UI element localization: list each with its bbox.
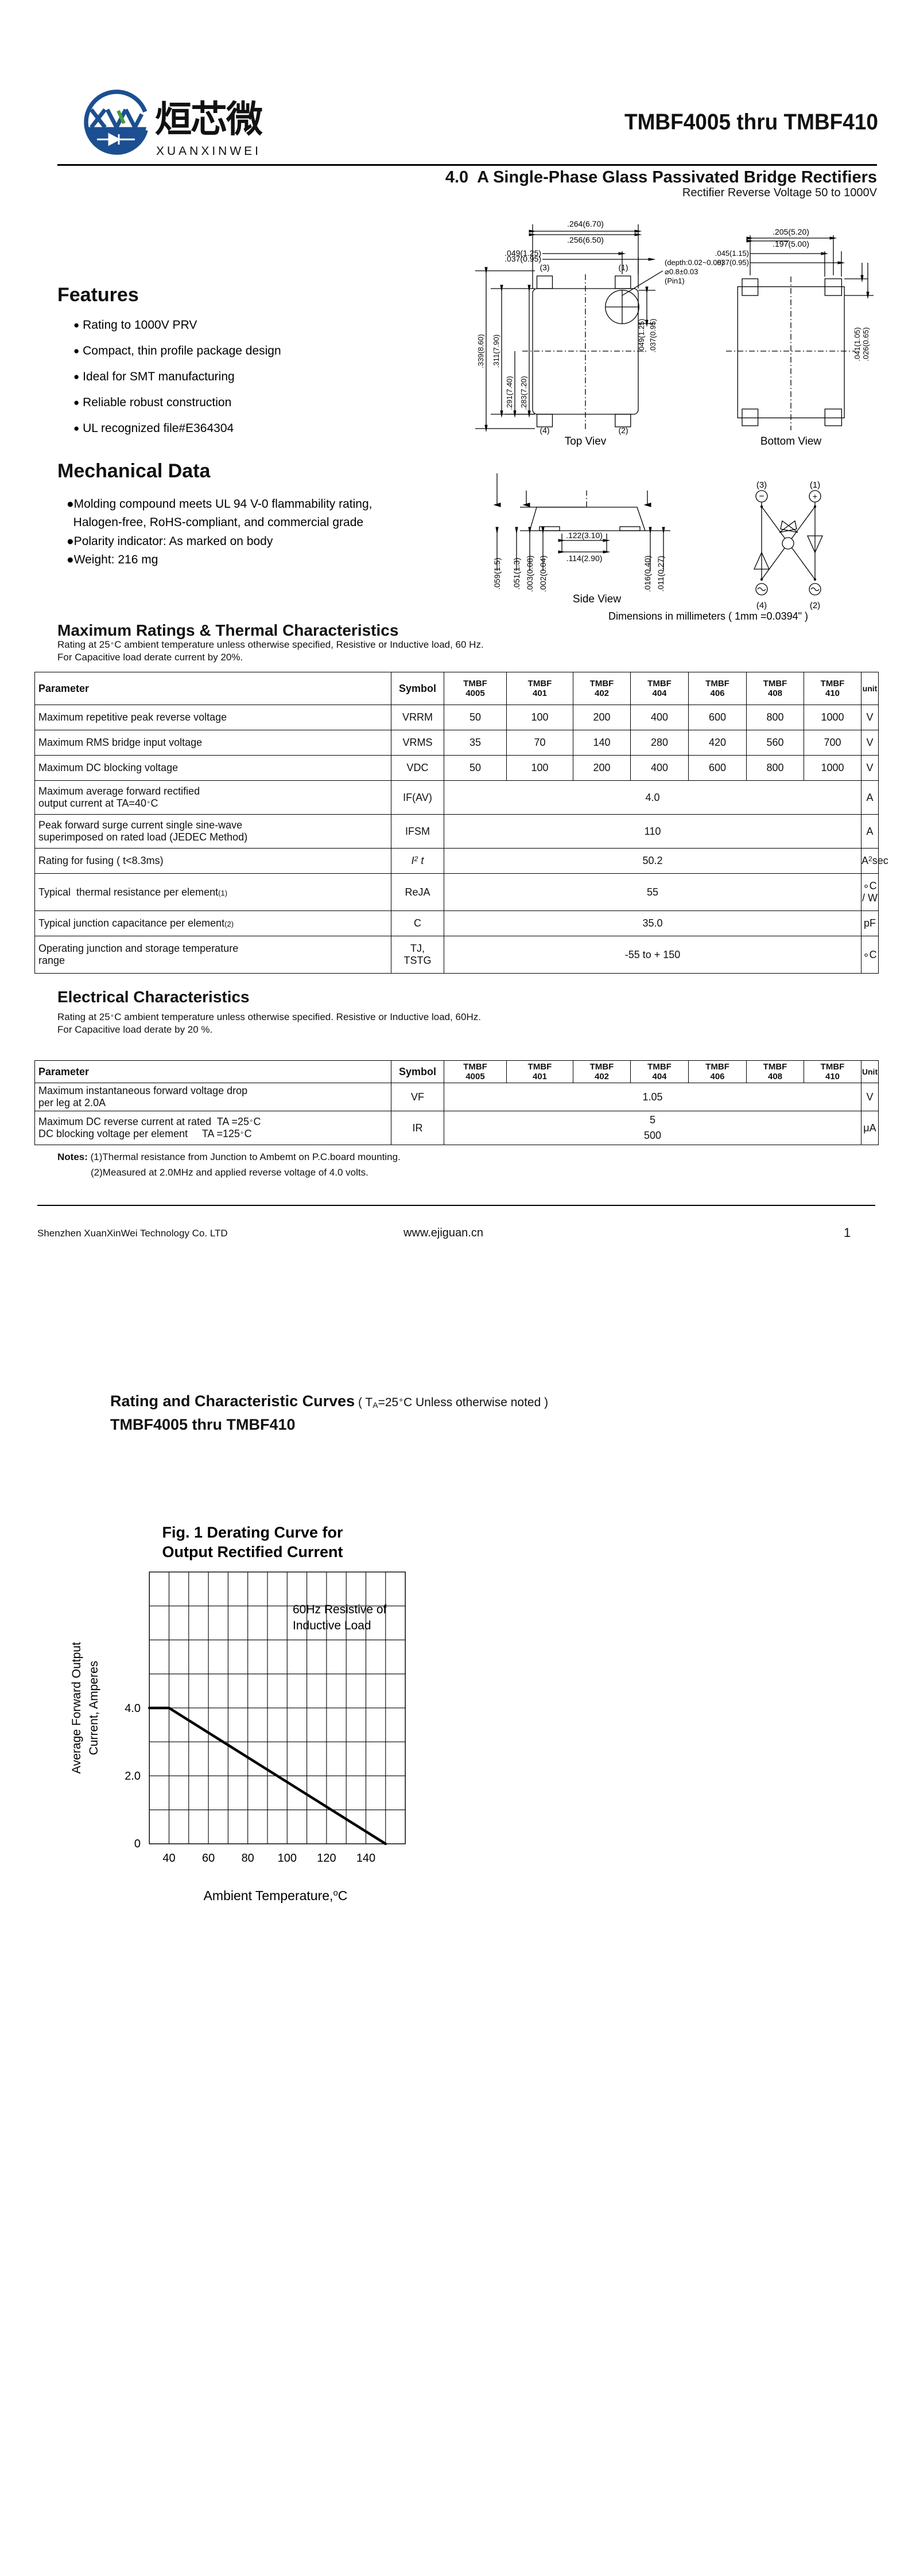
svg-text:.122(3.10): .122(3.10) — [566, 531, 603, 540]
svg-text:Dimensions in millimeters ( 1m: Dimensions in millimeters ( 1mm =0.0394"… — [608, 610, 808, 622]
svg-text:Output Rectified Current: Output Rectified Current — [162, 1543, 343, 1561]
svg-text:100: 100 — [278, 1852, 297, 1865]
svg-text:(3): (3) — [540, 263, 549, 272]
svg-text:.205(5.20): .205(5.20) — [773, 227, 809, 236]
svg-text:Side View: Side View — [573, 593, 621, 605]
svg-text:40: 40 — [162, 1852, 175, 1865]
svg-text:.283(7.20): .283(7.20) — [519, 376, 528, 410]
svg-text:.041(1.05): .041(1.05) — [853, 327, 861, 361]
svg-text:.339(8.60): .339(8.60) — [476, 334, 485, 368]
svg-text:.037(0.95): .037(0.95) — [504, 254, 541, 263]
svg-text:+: + — [813, 492, 817, 501]
svg-text:.037(0.95): .037(0.95) — [649, 318, 657, 352]
svg-text:.264(6.70): .264(6.70) — [567, 219, 604, 228]
svg-text:(2): (2) — [618, 426, 628, 435]
svg-text:Fig. 1 Derating Curve for: Fig. 1 Derating Curve for — [162, 1524, 343, 1541]
svg-text:(4): (4) — [756, 601, 767, 610]
svg-text:.049(1.25): .049(1.25) — [637, 318, 646, 352]
svg-text:Bottom View: Bottom View — [760, 435, 822, 448]
svg-text:(1): (1) — [618, 263, 628, 272]
svg-text:.026(0.65): .026(0.65) — [861, 327, 870, 361]
svg-text:80: 80 — [242, 1852, 254, 1865]
svg-text:(3): (3) — [756, 480, 767, 490]
svg-text:.256(6.50): .256(6.50) — [567, 235, 604, 244]
svg-text:.003(0.08): .003(0.08) — [525, 555, 534, 592]
svg-text:Top Viev: Top Viev — [565, 435, 607, 448]
svg-text:(2): (2) — [810, 601, 820, 610]
svg-text:.114(2.90): .114(2.90) — [566, 554, 603, 563]
svg-text:−: − — [759, 492, 764, 501]
svg-text:60: 60 — [202, 1852, 215, 1865]
svg-text:140: 140 — [356, 1852, 375, 1865]
svg-text:Current, Amperes: Current, Amperes — [87, 1661, 100, 1756]
svg-text:0: 0 — [134, 1838, 141, 1850]
svg-text:Ambient Temperature,oC: Ambient Temperature,oC — [204, 1888, 348, 1903]
svg-text:(Pin1): (Pin1) — [665, 277, 685, 285]
svg-text:.291(7.40): .291(7.40) — [505, 376, 514, 410]
svg-text:.197(5.00): .197(5.00) — [773, 239, 809, 248]
svg-text:.051(1.3): .051(1.3) — [512, 558, 521, 590]
svg-text:⌀0.8±0.03: ⌀0.8±0.03 — [665, 267, 698, 276]
svg-text:4.0: 4.0 — [125, 1702, 141, 1715]
svg-text:(1): (1) — [810, 480, 820, 490]
svg-text:.059(1.5): .059(1.5) — [492, 558, 502, 590]
svg-text:Average Forward Output: Average Forward Output — [70, 1642, 83, 1774]
svg-text:.037(0.95): .037(0.95) — [715, 258, 749, 267]
svg-text:.045(1.15): .045(1.15) — [715, 249, 749, 258]
svg-text:.311(7.90): .311(7.90) — [492, 334, 500, 368]
svg-text:60Hz Resistive of: 60Hz Resistive of — [293, 1603, 387, 1616]
svg-text:.002(0.04): .002(0.04) — [538, 555, 548, 592]
svg-text:2.0: 2.0 — [125, 1770, 141, 1783]
svg-text:(4): (4) — [540, 426, 549, 435]
svg-text:120: 120 — [317, 1852, 336, 1865]
svg-text:Inductive Load: Inductive Load — [293, 1619, 371, 1632]
